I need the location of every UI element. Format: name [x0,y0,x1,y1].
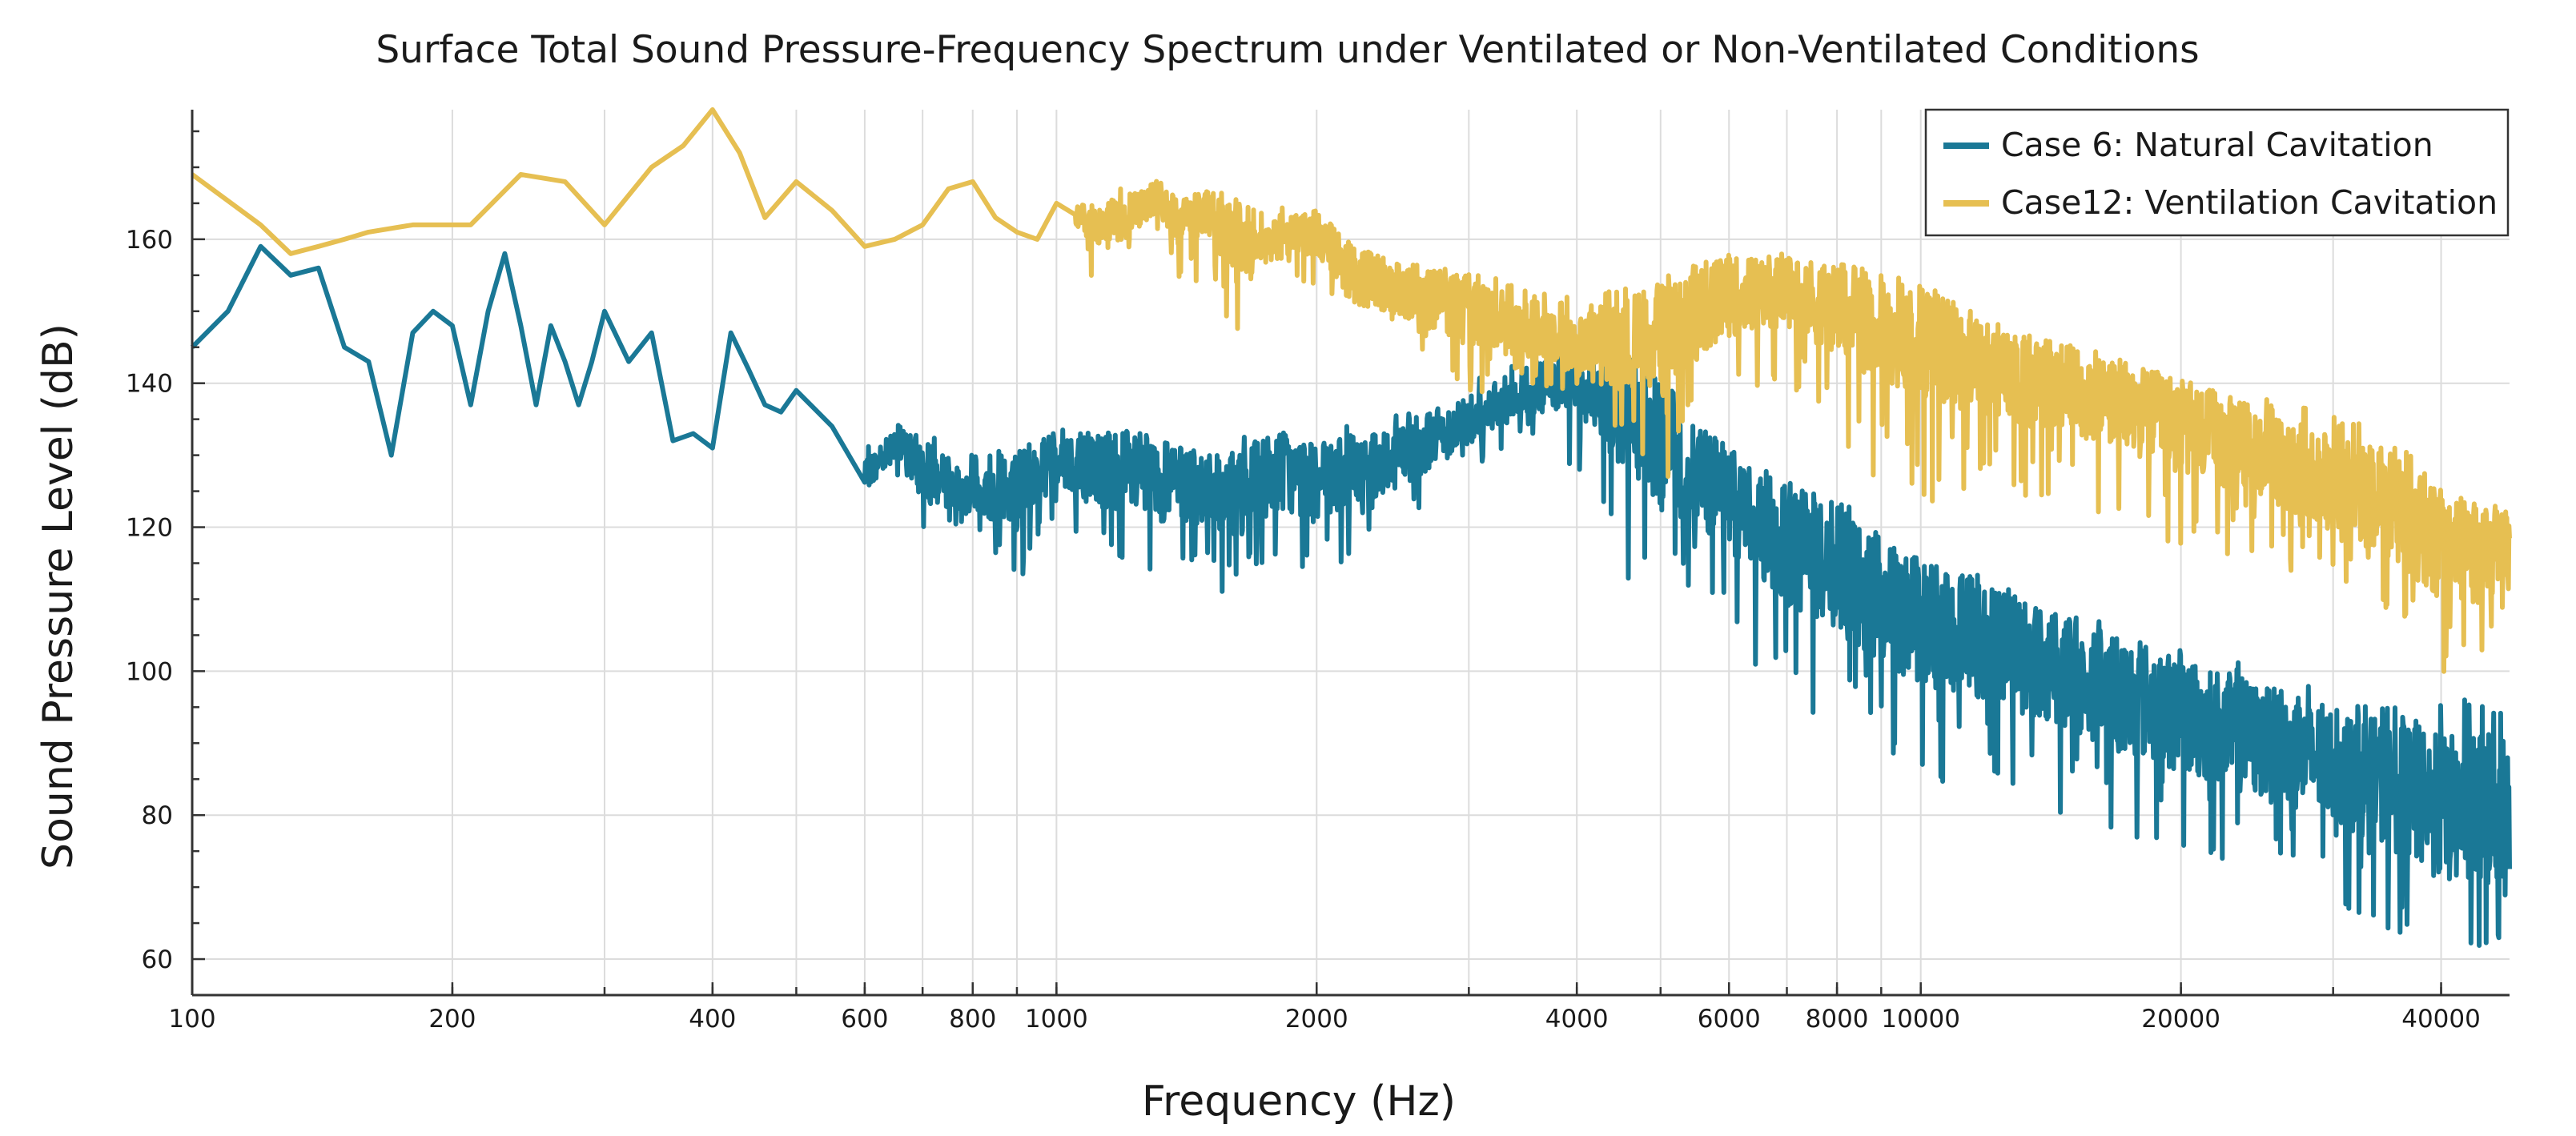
axis-ticks: 100 200 400 600 800 1000 2000 4000 6000 8000 10000… [126,130,2481,1034]
legend-label-case12: Case12: Ventilation Cavitation [2001,183,2498,222]
legend-box [1924,108,2510,237]
y-tick-label: 80 [142,801,173,830]
x-tick-label: 400 [689,1005,736,1034]
series-line-case6 [190,243,2512,948]
series-lines [190,107,2512,948]
x-tick-label: 4000 [1545,1005,1609,1034]
y-tick-label: 160 [126,226,173,255]
x-tick-label: 8000 [1806,1005,1869,1034]
x-tick-label: 200 [428,1005,476,1034]
x-tick-label: 20000 [2141,1005,2220,1034]
grid-lines [191,110,2510,995]
x-tick-label: 800 [949,1005,996,1034]
x-axis-title: Frequency (Hz) [1142,1078,1456,1126]
legend-label-case6: Case 6: Natural Cavitation [2001,126,2433,164]
x-tick-label: 6000 [1698,1005,1761,1034]
x-tick-label: 40000 [2401,1005,2481,1034]
series-line-case12 [191,107,2512,674]
x-tick-label: 100 [168,1005,215,1034]
y-tick-label: 100 [126,657,173,686]
y-tick-label: 60 [142,945,173,974]
legend: Case 6: Natural Cavitation Case12: Venti… [1924,108,2510,237]
y-axis-title: Sound Pressure Level (dB) [34,323,82,869]
chart-title: Surface Total Sound Pressure-Frequency S… [376,28,2199,72]
x-tick-label: 1000 [1025,1005,1088,1034]
x-tick-label: 2000 [1285,1005,1348,1034]
y-tick-label: 120 [126,514,173,543]
x-tick-label: 10000 [1881,1005,1960,1034]
x-tick-label: 600 [841,1005,888,1034]
y-tick-label: 140 [126,370,173,399]
